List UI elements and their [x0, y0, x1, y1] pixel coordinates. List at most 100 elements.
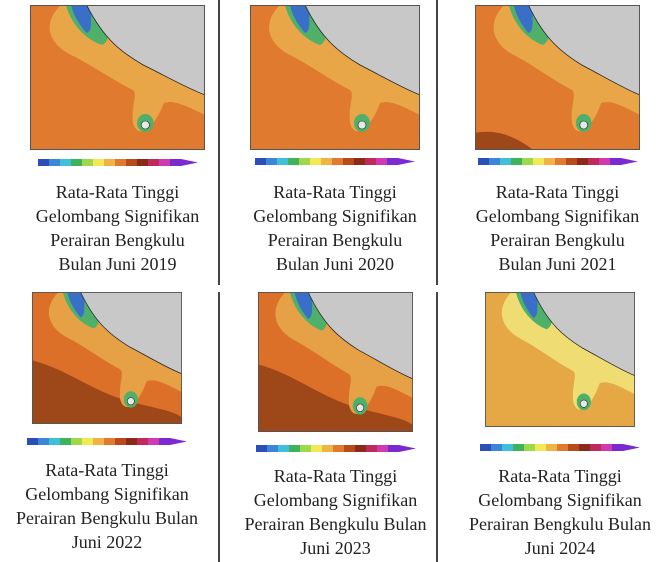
color-bar-step — [311, 445, 322, 452]
caption-line: Perairan Bengkulu — [453, 228, 659, 252]
color-bar-step — [115, 159, 126, 166]
caption-line: Gelombang Signifikan — [455, 488, 659, 512]
caption-line: Juni 2023 — [231, 536, 441, 560]
color-bar-step — [126, 438, 137, 445]
wave-map — [258, 292, 413, 432]
color-bar-step — [322, 445, 333, 452]
wave-map — [30, 5, 205, 150]
color-bar-step — [555, 158, 566, 165]
caption-line: Perairan Bengkulu Bulan — [455, 512, 659, 536]
color-bar-step — [557, 444, 568, 451]
island — [580, 121, 588, 129]
color-bar-step — [566, 158, 577, 165]
color-bar-step — [568, 444, 579, 451]
color-bar — [255, 157, 415, 167]
color-bar-step — [159, 438, 170, 445]
color-bar-arrow — [170, 438, 187, 445]
color-bar-step — [278, 445, 289, 452]
caption-line: Gelombang Signifikan — [2, 482, 212, 506]
color-bar-step — [344, 445, 355, 452]
color-bar — [256, 444, 416, 454]
color-bar-step — [60, 438, 71, 445]
color-bar-step — [480, 444, 491, 451]
color-bar-arrow — [621, 158, 638, 165]
color-bar-step — [366, 445, 377, 452]
color-bar-step — [93, 438, 104, 445]
caption-line: Gelombang Signifikan — [231, 488, 441, 512]
color-bar-step — [82, 159, 93, 166]
caption-line: Juni 2022 — [2, 530, 212, 554]
wave-map — [250, 5, 420, 150]
caption-line: Perairan Bengkulu — [230, 228, 440, 252]
color-bar-step — [49, 438, 60, 445]
color-bar-step — [137, 438, 148, 445]
color-bar-step — [288, 158, 299, 165]
caption-line: Gelombang Signifikan — [453, 204, 659, 228]
color-bar-step — [489, 158, 500, 165]
color-bar — [478, 157, 638, 167]
color-bar-step — [310, 158, 321, 165]
color-bar-step — [289, 445, 300, 452]
color-bar-step — [300, 445, 311, 452]
color-bar-step — [533, 158, 544, 165]
island — [358, 121, 366, 129]
color-bar-step — [277, 158, 288, 165]
color-bar-step — [159, 159, 170, 166]
color-bar-step — [299, 158, 310, 165]
color-bar-arrow — [181, 159, 198, 166]
wave-map — [475, 5, 640, 150]
color-bar-step — [332, 158, 343, 165]
caption-line: Perairan Bengkulu Bulan — [231, 512, 441, 536]
color-bar — [38, 158, 198, 168]
color-bar-step — [115, 438, 126, 445]
caption-line: Gelombang Signifikan — [230, 204, 440, 228]
color-bar-step — [38, 159, 49, 166]
caption: Rata-Rata TinggiGelombang SignifikanPera… — [455, 464, 659, 560]
color-bar-arrow — [623, 444, 640, 451]
color-bar-step — [148, 159, 159, 166]
color-bar-step — [601, 444, 612, 451]
island — [580, 400, 587, 407]
color-bar-step — [343, 158, 354, 165]
color-bar-step — [577, 158, 588, 165]
color-bar-step — [376, 158, 387, 165]
color-bar-step — [535, 444, 546, 451]
color-bar-step — [612, 444, 623, 451]
color-bar-step — [365, 158, 376, 165]
island — [127, 398, 134, 405]
caption-line: Perairan Bengkulu — [13, 228, 223, 252]
caption-line: Rata-Rata Tinggi — [231, 464, 441, 488]
color-bar-arrow — [398, 158, 415, 165]
island — [356, 404, 363, 412]
color-bar-step — [266, 158, 277, 165]
caption-line: Bulan Juni 2020 — [230, 252, 440, 276]
color-bar-step — [321, 158, 332, 165]
color-bar-step — [71, 438, 82, 445]
color-bar-step — [588, 158, 599, 165]
color-bar-step — [355, 445, 366, 452]
color-bar-step — [599, 158, 610, 165]
color-bar-step — [511, 158, 522, 165]
color-bar-step — [333, 445, 344, 452]
color-bar-step — [82, 438, 93, 445]
color-bar-step — [148, 438, 159, 445]
wave-map — [485, 292, 635, 427]
color-bar-step — [610, 158, 621, 165]
color-bar-step — [38, 438, 49, 445]
color-bar-step — [126, 159, 137, 166]
color-bar-step — [255, 158, 266, 165]
caption: Rata-Rata TinggiGelombang SignifikanPera… — [231, 464, 441, 560]
color-bar-step — [544, 158, 555, 165]
color-bar-step — [170, 159, 181, 166]
caption-line: Gelombang Signifikan — [13, 204, 223, 228]
island — [141, 121, 149, 129]
color-bar-step — [513, 444, 524, 451]
color-bar-step — [522, 158, 533, 165]
color-bar-step — [104, 159, 115, 166]
caption-line: Rata-Rata Tinggi — [455, 464, 659, 488]
caption-line: Bulan Juni 2019 — [13, 252, 223, 276]
color-bar-step — [491, 444, 502, 451]
divider — [218, 292, 220, 562]
